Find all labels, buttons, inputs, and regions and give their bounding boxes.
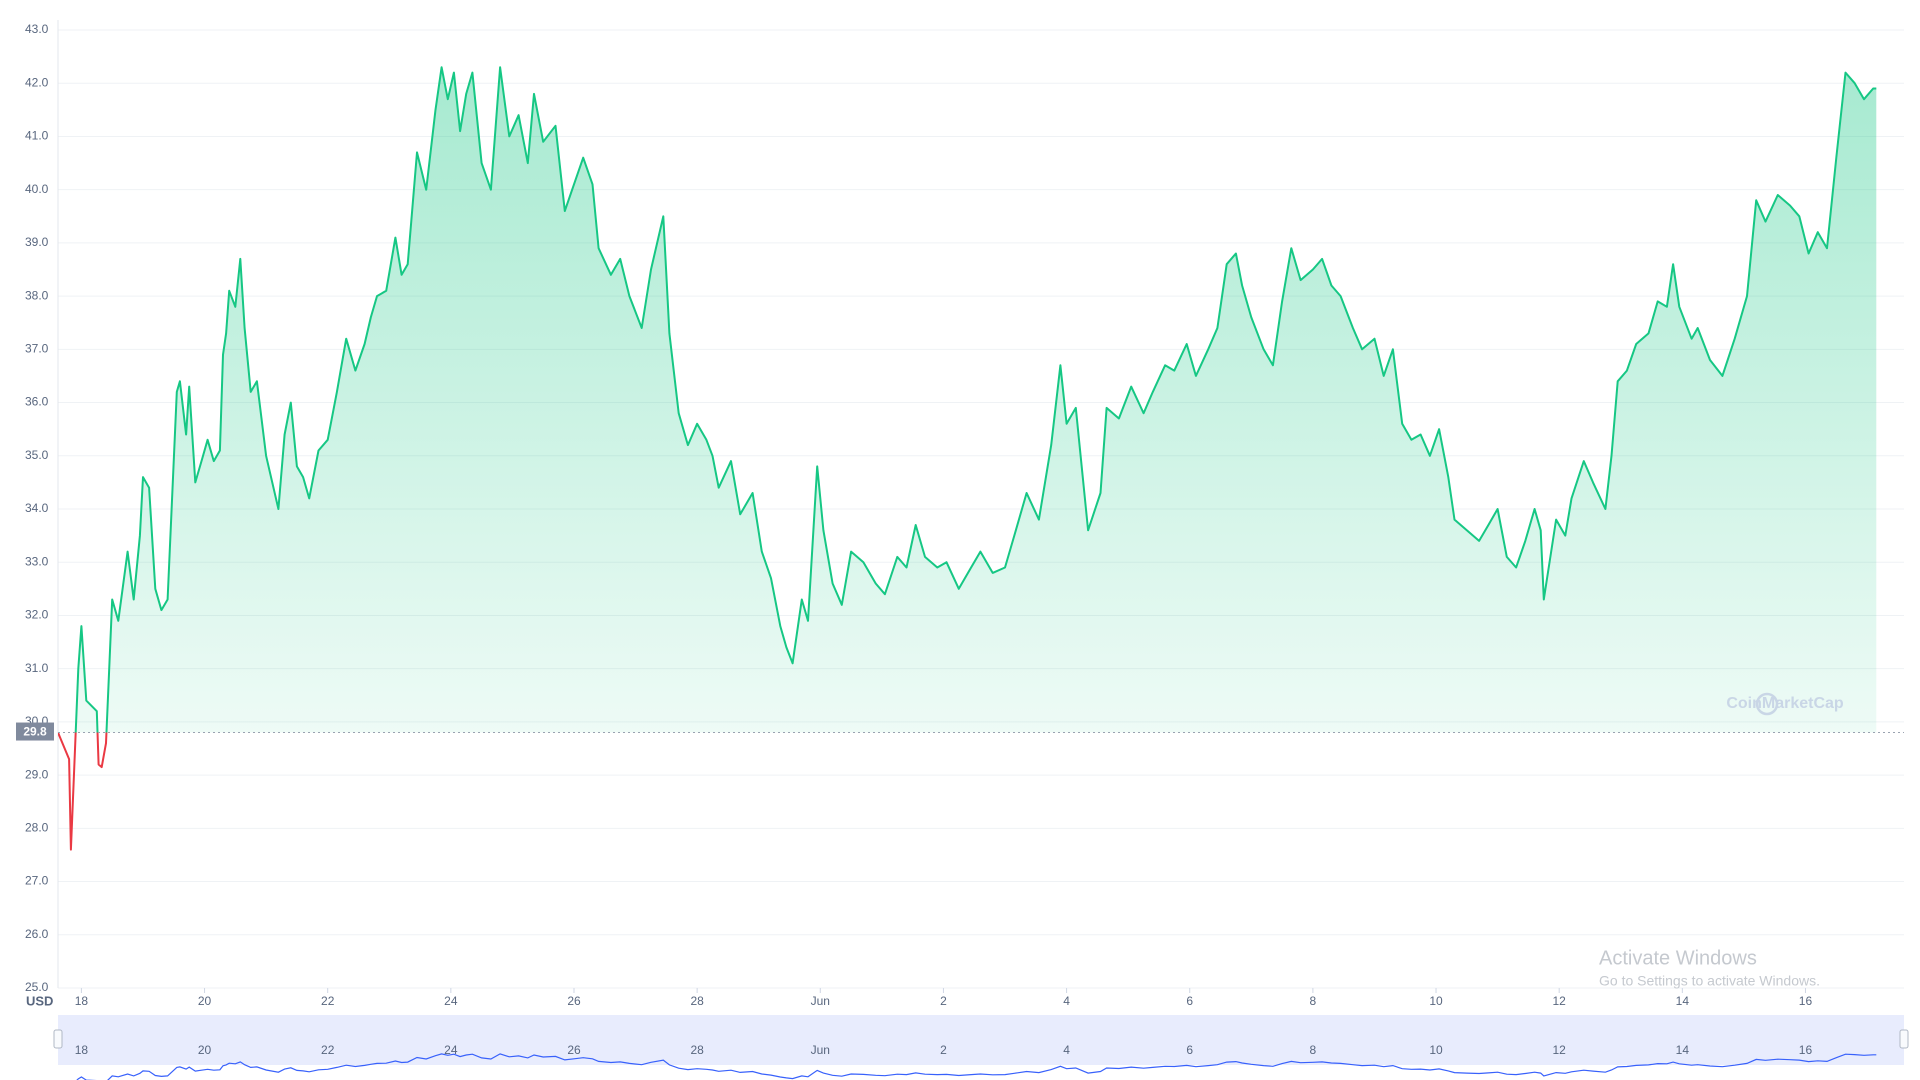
- y-tick-label: 32.0: [25, 608, 49, 622]
- navigator-tick-label: 4: [1063, 1043, 1070, 1057]
- navigator-tick-label: 22: [321, 1043, 335, 1057]
- y-tick-label: 41.0: [25, 129, 49, 143]
- navigator-tick-label: 24: [444, 1043, 458, 1057]
- y-tick-label: 33.0: [25, 554, 49, 568]
- price-area: [58, 67, 1877, 733]
- navigator-tick-label: 6: [1186, 1043, 1193, 1057]
- y-tick-label: 28.0: [25, 821, 49, 835]
- x-tick-label: 28: [690, 994, 704, 1008]
- x-tick-label: 8: [1310, 994, 1317, 1008]
- x-tick-label: 12: [1553, 994, 1567, 1008]
- x-tick-label: 24: [444, 994, 458, 1008]
- y-tick-label: 43.0: [25, 22, 49, 36]
- x-tick-label: 16: [1799, 994, 1813, 1008]
- y-tick-label: 40.0: [25, 182, 49, 196]
- x-tick-label: 18: [75, 994, 89, 1008]
- y-tick-label: 34.0: [25, 501, 49, 515]
- baseline-label-bg: [16, 722, 54, 741]
- y-tick-label: 35.0: [25, 448, 49, 462]
- y-tick-label: 37.0: [25, 342, 49, 356]
- y-tick-label: 39.0: [25, 235, 49, 249]
- y-tick-label: 31.0: [25, 661, 49, 675]
- x-tick-label: 22: [321, 994, 335, 1008]
- navigator-tick-label: 20: [198, 1043, 212, 1057]
- x-tick-label: 20: [198, 994, 212, 1008]
- x-tick-label: 14: [1676, 994, 1690, 1008]
- y-tick-label: 42.0: [25, 75, 49, 89]
- navigator: [58, 1015, 1904, 1065]
- navigator-tick-label: 2: [940, 1043, 947, 1057]
- y-tick-label: 27.0: [25, 874, 49, 888]
- x-tick-label: 6: [1186, 994, 1193, 1008]
- navigator-tick-label: 10: [1429, 1043, 1443, 1057]
- watermark-logo: [1755, 692, 1779, 716]
- navigator-tick-label: 18: [75, 1043, 89, 1057]
- navigator-tick-label: 16: [1799, 1043, 1813, 1057]
- navigator-tick-label: 26: [567, 1043, 581, 1057]
- y-axis-label: USD: [26, 993, 53, 1008]
- y-tick-label: 26.0: [25, 927, 49, 941]
- windows-watermark-sub: Go to Settings to activate Windows.: [1599, 973, 1820, 989]
- navigator-handle[interactable]: [1899, 1029, 1909, 1049]
- navigator-tick-label: Jun: [811, 1043, 830, 1057]
- navigator-tick-label: 28: [690, 1043, 704, 1057]
- price-line-up: [58, 66, 1877, 733]
- x-tick-label: 4: [1063, 994, 1070, 1008]
- y-tick-label: 38.0: [25, 288, 49, 302]
- x-tick-label: Jun: [811, 994, 830, 1008]
- y-tick-label: 25.0: [25, 980, 49, 994]
- x-tick-label: 26: [567, 994, 581, 1008]
- plot-layer: 29.8: [16, 66, 1904, 851]
- navigator-line: [76, 1053, 1877, 1080]
- navigator-tick-label: 12: [1553, 1043, 1567, 1057]
- y-tick-label: 29.0: [25, 767, 49, 781]
- windows-watermark: Activate Windows: [1599, 947, 1757, 969]
- navigator-tick-label: 8: [1310, 1043, 1317, 1057]
- x-tick-label: 2: [940, 994, 947, 1008]
- navigator-handle[interactable]: [53, 1029, 63, 1049]
- baseline-label: 29.8: [23, 725, 47, 739]
- navigator-tick-label: 14: [1676, 1043, 1690, 1057]
- y-tick-label: 36.0: [25, 395, 49, 409]
- watermark: CoinMarketCap: [1726, 695, 1844, 712]
- x-tick-label: 10: [1429, 994, 1443, 1008]
